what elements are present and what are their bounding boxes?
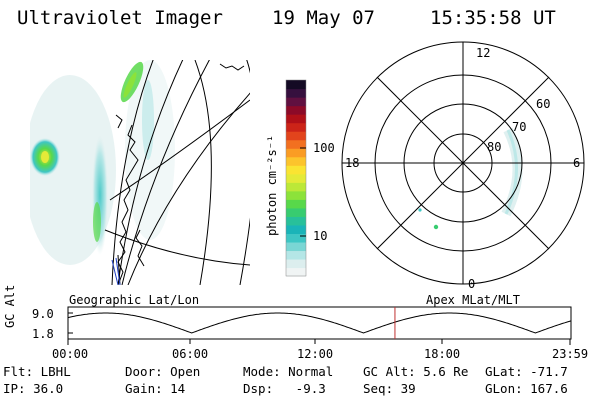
colorbar-segment (286, 88, 306, 98)
footer-gain: Gain: 14 (125, 381, 186, 396)
timeline-ytick-bottom: 1.8 (32, 327, 54, 341)
colorbar-tick-100: 100 (313, 141, 335, 155)
colorbar-segment (286, 224, 306, 234)
colorbar-segment (286, 80, 306, 90)
colorbar-label: photon cm⁻²s⁻¹ (265, 134, 279, 236)
apex-caption: Apex MLat/MLT (426, 293, 520, 307)
colorbar-segment (286, 114, 306, 124)
colorbar-segment (286, 122, 306, 132)
colorbar-segment (286, 258, 306, 269)
colorbar-segment (286, 131, 306, 141)
date-label: 19 May 07 (272, 7, 375, 29)
colorbar-segment (286, 156, 306, 166)
colorbar-segment (286, 148, 306, 158)
time-label-0: 00:00 (52, 347, 89, 361)
colorbar-segment (286, 190, 306, 200)
footer-ip: IP: 36.0 (3, 381, 64, 396)
time-label-4: 23:59 (552, 347, 589, 361)
mlt-label-0: 0 (468, 277, 476, 291)
geographic-caption: Geographic Lat/Lon (69, 293, 200, 307)
time-label-3: 18:00 (424, 347, 461, 361)
colorbar-segment (286, 105, 306, 115)
colorbar-segment (286, 165, 306, 175)
colorbar-segment (286, 267, 306, 277)
mlat-label-80: 80 (487, 140, 502, 154)
timeline-plot (67, 306, 572, 345)
colorbar-segment (286, 207, 306, 217)
footer-dsp: Dsp: -9.3 (243, 381, 326, 396)
colorbar-segment (286, 233, 306, 243)
mlt-label-6: 6 (573, 156, 581, 170)
footer-door: Door: Open (125, 364, 201, 379)
colorbar-segment (286, 216, 306, 226)
footer-mode: Mode: Normal (243, 364, 334, 379)
colorbar-tick-10: 10 (313, 229, 328, 243)
colorbar-segment (286, 182, 306, 192)
time-label-2: 12:00 (297, 347, 334, 361)
mlat-label-60: 60 (536, 97, 551, 111)
mlt-label-12: 12 (476, 46, 491, 60)
geographic-map (30, 60, 250, 285)
footer-filter: Flt: LBHL (3, 364, 71, 379)
colorbar-segment (286, 250, 306, 260)
colorbar-segment (286, 173, 306, 183)
colorbar-segment (286, 97, 306, 107)
time-label-1: 06:00 (172, 347, 209, 361)
mlat-label-70: 70 (512, 120, 527, 134)
footer-glat: GLat: -71.7 (485, 364, 568, 379)
colorbar-segment (286, 139, 306, 149)
footer-gc-alt: GC Alt: 5.6 Re (363, 364, 469, 379)
colorbar-segment (286, 241, 306, 252)
polar-plot (341, 41, 585, 285)
footer-seq: Seq: 39 (363, 381, 416, 396)
footer-glon: GLon: 167.6 (485, 381, 568, 396)
altitude-curve (67, 312, 572, 334)
time-label: 15:35:58 UT (430, 7, 556, 29)
timeline-ylabel: GC Alt (3, 284, 17, 328)
mlt-label-18: 18 (345, 156, 360, 170)
colorbar (286, 80, 306, 277)
timeline-ytick-top: 9.0 (32, 307, 54, 321)
instrument-title: Ultraviolet Imager (17, 7, 223, 29)
colorbar-segment (286, 199, 306, 209)
